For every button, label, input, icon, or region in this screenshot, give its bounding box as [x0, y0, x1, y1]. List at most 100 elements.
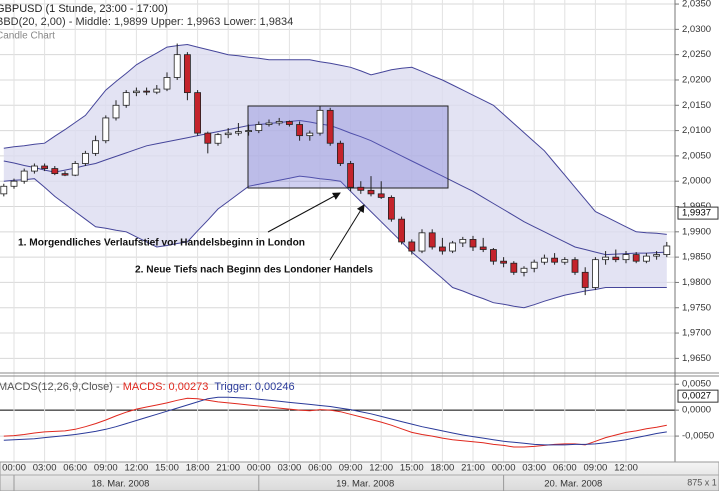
x-tick-label: 21:00: [461, 463, 485, 474]
candle-body: [20, 170, 28, 182]
series-line: [3, 396, 667, 446]
candle-body: [163, 77, 171, 90]
corner-label: 875 x 1: [687, 477, 717, 487]
macd-legend: MACDS(12,26,9,Close) - MACDS: 0,00273 Tri…: [0, 381, 295, 393]
x-tick-label: 12:00: [369, 463, 393, 474]
candle-body: [143, 90, 151, 93]
candle-body: [347, 163, 355, 188]
candle-body: [357, 186, 365, 191]
chart-style: Candle Chart: [0, 31, 55, 42]
candle-body: [622, 254, 630, 261]
candle-body: [316, 109, 324, 134]
x-tick-label: 15:00: [400, 463, 424, 474]
x-tick-label: 03:00: [33, 463, 57, 474]
candle-body: [551, 257, 558, 263]
candle-body: [153, 88, 161, 93]
legend-entry: Trigger: 0,00246: [214, 381, 294, 393]
band-line: [3, 175, 667, 309]
candle-body: [234, 131, 242, 134]
x-tick-label: 12:00: [614, 463, 638, 474]
x-tick-label: 03:00: [522, 463, 546, 474]
candle-body: [428, 232, 436, 248]
annotation: 2. Neue Tiefs nach Beginn des Londoner H…: [135, 265, 373, 276]
y-tick-label: 1,9850: [682, 252, 711, 263]
x-tick-label: 06:00: [63, 463, 87, 474]
x-tick-label: 15:00: [155, 463, 179, 474]
y-tick-label: 1,9700: [682, 328, 711, 339]
x-tick-label: 18:00: [431, 463, 455, 474]
candle-body: [438, 246, 446, 252]
y-tick-label: 2,0350: [682, 0, 711, 10]
candle-body: [306, 132, 314, 137]
y-tick-label: 1,9650: [682, 353, 711, 364]
y-tick-label: 2,0100: [682, 125, 711, 136]
candle-body: [449, 242, 457, 252]
x-tick-label: 03:00: [278, 463, 302, 474]
candle-body: [459, 239, 467, 244]
candle-body: [408, 241, 416, 252]
candle-body: [541, 257, 548, 263]
candle-body: [122, 92, 130, 106]
date-label: 20. Mar. 2008: [544, 479, 602, 490]
candle-body: [663, 245, 671, 255]
last-value-label: 0,0027: [682, 391, 711, 402]
band-line: [3, 43, 667, 235]
candle-body: [602, 256, 609, 261]
candle-body: [653, 254, 660, 257]
band-line: [3, 119, 667, 256]
date-label: 18. Mar. 2008: [91, 479, 149, 490]
x-tick-label: 00:00: [492, 463, 516, 474]
x-tick-label: 09:00: [584, 463, 608, 474]
y-tick-label: 2,0200: [682, 74, 711, 85]
candle-body: [418, 232, 426, 252]
candle-body: [41, 165, 48, 169]
macd-title: MACDS(12,26,9,Close) -: [0, 381, 123, 393]
candle-body: [530, 261, 538, 269]
candle-body: [387, 197, 395, 220]
candle-body: [520, 267, 528, 273]
y-tick-label: 0,0000: [682, 405, 711, 416]
candle-body: [500, 260, 508, 264]
candle-body: [214, 134, 222, 144]
last-value-box: [677, 206, 719, 220]
candle-body: [561, 259, 569, 263]
candle-body: [612, 256, 620, 261]
candle-body: [82, 152, 89, 164]
y-tick-label: 2,0050: [682, 150, 711, 161]
candle-body: [10, 180, 18, 187]
legend-entry: MACDS: 0,00273: [123, 381, 209, 393]
candle-body: [489, 249, 497, 262]
y-tick-label: 0,0050: [682, 379, 711, 390]
candle-body: [92, 140, 99, 154]
candle-body: [0, 185, 8, 195]
candle-body: [377, 193, 385, 198]
y-tick-label: 1,9950: [682, 201, 711, 212]
candle-body: [469, 239, 477, 248]
candle-body: [194, 92, 202, 134]
candle-body: [255, 124, 263, 131]
series-line: [3, 397, 667, 448]
candle-body: [632, 254, 640, 262]
y-tick-label: 1,9900: [682, 226, 711, 237]
x-tick-label: 12:00: [125, 463, 149, 474]
candle-body: [285, 121, 293, 125]
x-tick-label: 18:00: [186, 463, 210, 474]
candle-body: [30, 165, 38, 172]
candle-body: [183, 54, 191, 94]
arrow: [329, 204, 365, 261]
candle-body: [112, 104, 120, 119]
candle-body: [204, 132, 212, 144]
candle-body: [592, 259, 599, 288]
y-tick-label: 1,9750: [682, 302, 711, 313]
band-area: [3, 44, 667, 308]
candle-body: [265, 122, 273, 125]
candle-body: [224, 132, 232, 136]
candle-body: [132, 90, 140, 94]
candle-body: [71, 163, 79, 176]
candle-body: [51, 168, 59, 175]
arrow: [267, 192, 341, 233]
candle-body: [510, 262, 518, 273]
candle-body: [275, 121, 283, 124]
x-tick-label: 00:00: [2, 463, 26, 474]
